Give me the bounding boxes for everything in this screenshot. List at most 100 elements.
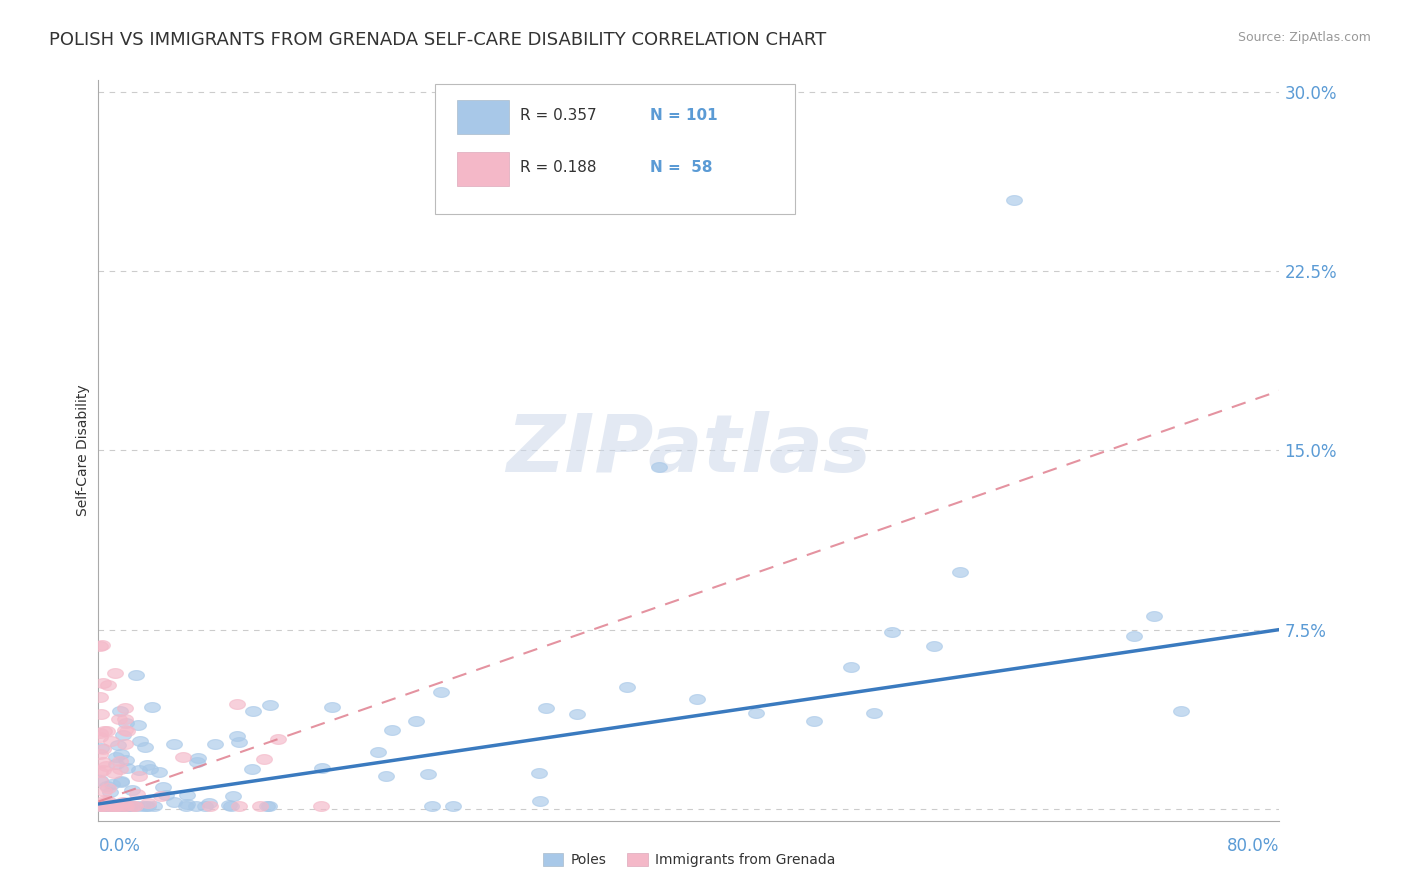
Point	[89, 773, 111, 788]
Point	[104, 750, 127, 764]
Point	[108, 712, 131, 726]
Text: ZIPatlas: ZIPatlas	[506, 411, 872, 490]
Point	[108, 763, 131, 777]
Point	[114, 701, 136, 715]
Point	[136, 799, 159, 814]
Point	[114, 713, 136, 727]
Point	[1123, 629, 1146, 643]
Point	[259, 698, 281, 713]
Point	[115, 761, 138, 775]
Text: 0.0%: 0.0%	[98, 837, 141, 855]
Point	[104, 799, 127, 814]
Point	[124, 667, 146, 681]
Point	[252, 752, 274, 766]
Point	[186, 799, 208, 814]
Point	[105, 799, 128, 814]
Point	[135, 799, 157, 814]
Point	[176, 789, 198, 803]
Point	[131, 799, 153, 814]
FancyBboxPatch shape	[457, 100, 509, 135]
Point	[110, 747, 132, 761]
Point	[117, 723, 139, 738]
Point	[143, 799, 166, 814]
Point	[108, 704, 131, 718]
Point	[108, 799, 131, 814]
Point	[174, 799, 197, 814]
Point	[97, 781, 120, 796]
Point	[429, 684, 451, 698]
Point	[96, 779, 118, 793]
Point	[111, 799, 134, 814]
Point	[91, 799, 114, 814]
Point	[121, 783, 143, 797]
Point	[803, 714, 825, 729]
Point	[90, 638, 112, 652]
Point	[90, 706, 112, 721]
Point	[648, 460, 671, 475]
Point	[112, 799, 135, 814]
Point	[108, 799, 131, 814]
Point	[219, 799, 242, 814]
Point	[104, 666, 127, 681]
Point	[218, 797, 240, 812]
Point	[94, 792, 117, 806]
Point	[114, 715, 136, 730]
Point	[242, 704, 264, 718]
Point	[148, 764, 170, 779]
Point	[94, 759, 117, 773]
Point	[111, 799, 134, 814]
Point	[110, 773, 132, 788]
Point	[187, 751, 209, 765]
Point	[97, 794, 120, 808]
Point	[89, 640, 111, 654]
Point	[114, 799, 136, 814]
Point	[103, 766, 125, 780]
Text: R = 0.357: R = 0.357	[520, 108, 596, 123]
Point	[155, 788, 177, 802]
Point	[420, 799, 443, 814]
Point	[112, 795, 135, 809]
Point	[91, 741, 114, 756]
Point	[91, 799, 114, 814]
Point	[98, 797, 121, 812]
Point	[96, 724, 118, 739]
Point	[112, 799, 135, 814]
Point	[176, 797, 198, 811]
Point	[136, 757, 159, 772]
Point	[138, 762, 160, 776]
Point	[172, 750, 194, 764]
FancyBboxPatch shape	[457, 153, 509, 186]
Point	[128, 769, 150, 783]
Point	[91, 763, 114, 777]
Point	[110, 774, 132, 789]
Point	[93, 784, 115, 798]
Point	[922, 639, 945, 653]
Point	[97, 799, 120, 814]
Point	[744, 706, 766, 720]
Point	[416, 767, 439, 781]
Point	[267, 731, 290, 746]
Point	[529, 794, 551, 808]
Point	[1170, 704, 1192, 718]
Point	[122, 799, 145, 814]
Point	[228, 735, 250, 749]
Point	[127, 718, 149, 732]
Point	[89, 747, 111, 761]
Point	[89, 773, 111, 788]
Point	[107, 799, 129, 814]
Point	[162, 795, 184, 809]
Point	[94, 797, 117, 812]
Point	[104, 799, 127, 814]
Point	[152, 780, 174, 795]
Y-axis label: Self-Care Disability: Self-Care Disability	[76, 384, 90, 516]
Point	[194, 799, 217, 814]
FancyBboxPatch shape	[434, 84, 796, 213]
Point	[108, 754, 131, 768]
Point	[125, 787, 148, 801]
Point	[225, 697, 247, 711]
Point	[228, 799, 250, 814]
Point	[89, 764, 111, 779]
Point	[89, 690, 111, 704]
Point	[117, 799, 139, 814]
Point	[686, 691, 709, 706]
